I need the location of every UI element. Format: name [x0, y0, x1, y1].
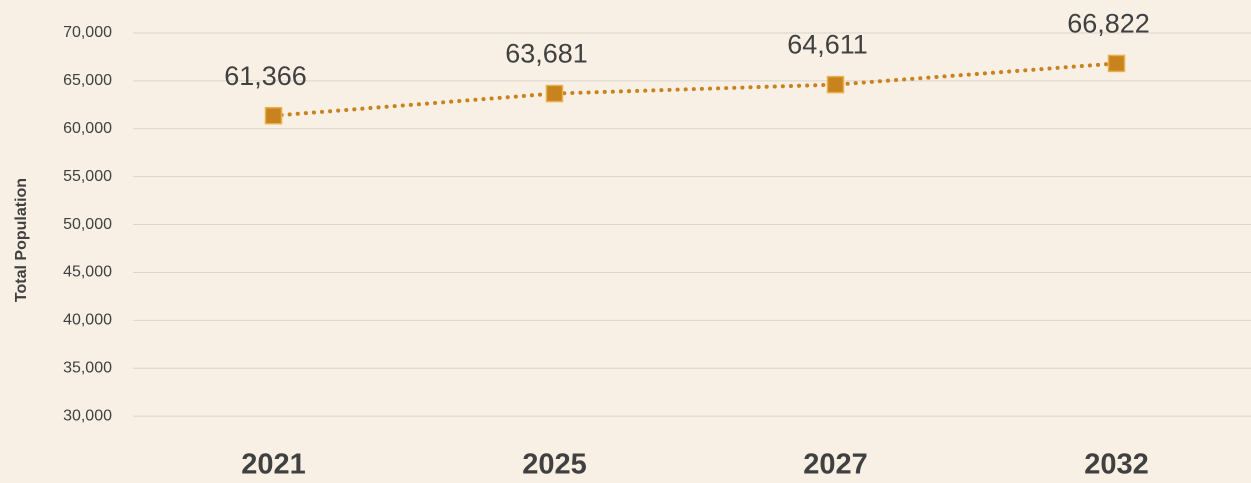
data-label: 61,366 [224, 61, 307, 91]
marker [545, 84, 564, 103]
y-tick-label: 50,000 [63, 216, 112, 233]
y-tick-label: 40,000 [63, 312, 112, 329]
y-tick-label: 70,000 [63, 24, 112, 41]
y-tick-label: 55,000 [63, 168, 112, 185]
x-tick-label: 2027 [803, 449, 868, 481]
y-tick-label: 60,000 [63, 120, 112, 137]
y-tick-label: 35,000 [63, 359, 112, 376]
data-label: 64,611 [787, 30, 868, 60]
y-tick-label: 65,000 [63, 72, 112, 89]
marker [264, 106, 283, 125]
y-tick-label: 45,000 [63, 264, 112, 281]
x-tick-label: 2025 [522, 449, 587, 481]
data-label: 63,681 [505, 39, 588, 69]
marker [826, 75, 845, 94]
x-tick-label: 2032 [1084, 449, 1149, 481]
x-tick-label: 2021 [241, 449, 306, 481]
data-line [271, 61, 1119, 118]
y-tick-label: 30,000 [63, 407, 112, 424]
data-label: 66,822 [1067, 9, 1150, 39]
marker [1107, 54, 1126, 73]
y-axis-label: Total Population [13, 178, 30, 302]
